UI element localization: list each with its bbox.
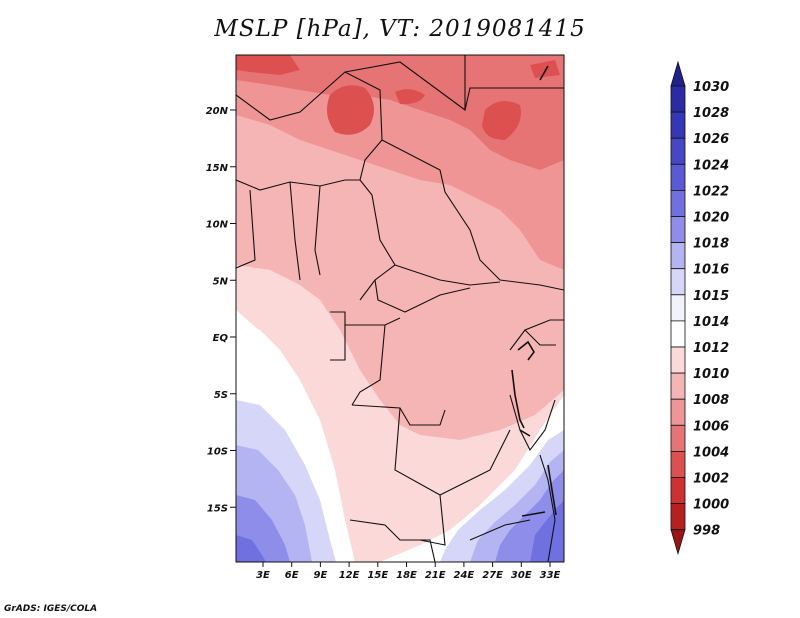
pressure-field xyxy=(236,55,564,562)
lakes xyxy=(511,65,557,517)
lat-tick-label: EQ xyxy=(213,333,229,344)
colorbar-swatch xyxy=(670,189,686,217)
lon-tick-label: 27E xyxy=(482,570,503,581)
colorbar-swatch xyxy=(670,216,686,244)
colorbar-label: 1026 xyxy=(693,132,729,147)
lon-tick-label: 30E xyxy=(511,570,532,581)
colorbar-label: 1006 xyxy=(693,419,729,434)
lat-tick-label: 5S xyxy=(214,390,228,401)
lon-tick-label: 21E xyxy=(425,570,446,581)
colorbar-label: 1030 xyxy=(693,80,729,95)
lon-tick-label: 12E xyxy=(339,570,360,581)
colorbar-label: 1015 xyxy=(693,289,729,304)
colorbar-swatch xyxy=(670,85,686,113)
colorbar-label: 998 xyxy=(693,524,720,539)
lat-tick-label: 15S xyxy=(207,503,228,514)
lon-tick-label: 33E xyxy=(540,570,561,581)
contour-se-1020 xyxy=(530,500,564,562)
lon-tick-label: 24E xyxy=(454,570,475,581)
lat-tick-label: 20N xyxy=(206,106,229,117)
chart-title: MSLP [hPa], VT: 2019081415 xyxy=(214,16,586,42)
country-borders xyxy=(236,55,564,562)
contour-1020 xyxy=(236,535,266,562)
colorbar-swatch xyxy=(670,294,686,322)
colorbar-swatch xyxy=(670,503,686,531)
colorbar-label: 1000 xyxy=(693,498,729,513)
lon-tick-label: 6E xyxy=(285,570,299,581)
colorbar-cap-bottom xyxy=(670,529,686,556)
colorbar-label: 1020 xyxy=(693,211,729,226)
colorbar-swatch xyxy=(670,424,686,452)
latitude-axis: 20N 15N 10N 5N EQ 5S 10S 15S xyxy=(206,106,236,514)
lon-tick-label: 3E xyxy=(256,570,270,581)
contour-1004 xyxy=(236,55,560,140)
colorbar-cap-top xyxy=(670,60,686,87)
colorbar-swatch xyxy=(670,372,686,400)
grads-credit: GrADS: IGES/COLA xyxy=(4,604,98,614)
lat-tick-label: 15N xyxy=(206,163,229,174)
longitude-axis: 3E 6E 9E 12E 15E 18E 21E 24E 27E 30E 33E xyxy=(256,562,561,581)
colorbar-swatch xyxy=(670,320,686,348)
colorbar-swatch xyxy=(670,398,686,426)
colorbar-label: 1028 xyxy=(693,106,729,121)
colorbar-swatch xyxy=(670,111,686,139)
lat-tick-label: 10N xyxy=(206,220,229,231)
colorbar-swatch xyxy=(670,450,686,478)
lat-tick-label: 5N xyxy=(213,276,229,287)
colorbar: 1030 1028 1026 1024 1022 1020 1018 1016 1015 1014… xyxy=(670,60,729,556)
colorbar-swatch xyxy=(670,163,686,191)
colorbar-label: 1002 xyxy=(693,472,729,487)
colorbar-swatch xyxy=(670,137,686,165)
colorbar-label: 1018 xyxy=(693,237,729,252)
colorbar-swatch xyxy=(670,268,686,296)
colorbar-label: 1012 xyxy=(693,341,729,356)
lon-tick-label: 9E xyxy=(314,570,328,581)
colorbar-label: 1022 xyxy=(693,184,729,199)
colorbar-label: 1016 xyxy=(693,263,729,278)
colorbar-label: 1008 xyxy=(693,393,729,408)
colorbar-label: 1014 xyxy=(693,315,729,330)
colorbar-label: 1024 xyxy=(693,158,729,173)
lat-tick-label: 10S xyxy=(207,447,228,458)
colorbar-label: 1004 xyxy=(693,445,729,460)
colorbar-swatch xyxy=(670,477,686,505)
lon-tick-label: 15E xyxy=(367,570,388,581)
lon-tick-label: 18E xyxy=(396,570,417,581)
colorbar-label: 1010 xyxy=(693,367,729,382)
contour-1006 xyxy=(236,55,564,170)
map-frame xyxy=(235,54,565,563)
colorbar-swatch xyxy=(670,242,686,270)
colorbar-swatch xyxy=(670,346,686,374)
